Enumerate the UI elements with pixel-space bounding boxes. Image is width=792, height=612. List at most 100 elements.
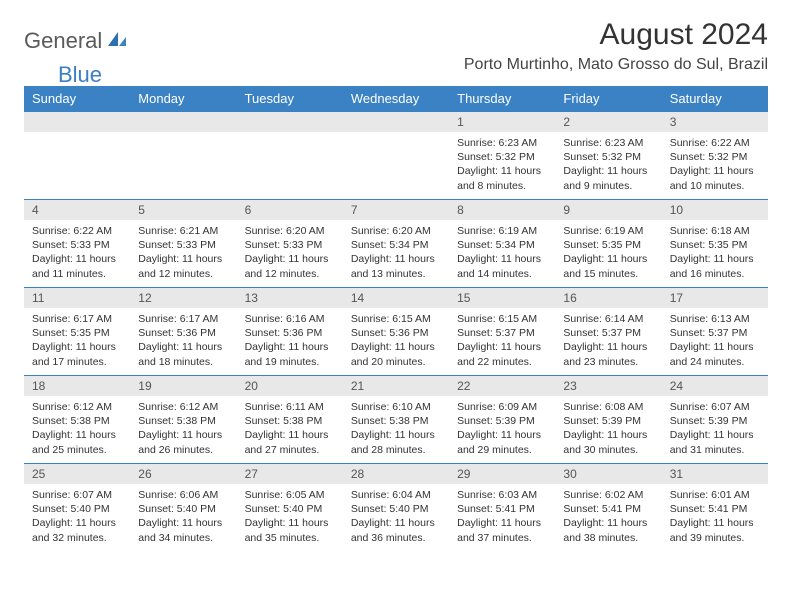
empty-daynum <box>237 112 343 132</box>
day-content: Sunrise: 6:15 AMSunset: 5:37 PMDaylight:… <box>449 308 555 375</box>
day-content: Sunrise: 6:16 AMSunset: 5:36 PMDaylight:… <box>237 308 343 375</box>
weekday-header: Monday <box>130 86 236 112</box>
day-number: 6 <box>237 200 343 220</box>
day-content: Sunrise: 6:21 AMSunset: 5:33 PMDaylight:… <box>130 220 236 287</box>
day-content: Sunrise: 6:12 AMSunset: 5:38 PMDaylight:… <box>24 396 130 463</box>
day-content: Sunrise: 6:11 AMSunset: 5:38 PMDaylight:… <box>237 396 343 463</box>
day-number: 26 <box>130 464 236 484</box>
calendar-week-row: 11Sunrise: 6:17 AMSunset: 5:35 PMDayligh… <box>24 288 768 376</box>
day-number: 13 <box>237 288 343 308</box>
day-content: Sunrise: 6:19 AMSunset: 5:34 PMDaylight:… <box>449 220 555 287</box>
weekday-header-row: SundayMondayTuesdayWednesdayThursdayFrid… <box>24 86 768 112</box>
day-content: Sunrise: 6:18 AMSunset: 5:35 PMDaylight:… <box>662 220 768 287</box>
calendar-cell: 10Sunrise: 6:18 AMSunset: 5:35 PMDayligh… <box>662 200 768 288</box>
day-number: 19 <box>130 376 236 396</box>
logo-text-blue: Blue <box>58 62 102 88</box>
day-number: 18 <box>24 376 130 396</box>
day-content: Sunrise: 6:03 AMSunset: 5:41 PMDaylight:… <box>449 484 555 551</box>
empty-daynum <box>24 112 130 132</box>
calendar-cell: 5Sunrise: 6:21 AMSunset: 5:33 PMDaylight… <box>130 200 236 288</box>
calendar-cell: 31Sunrise: 6:01 AMSunset: 5:41 PMDayligh… <box>662 464 768 552</box>
day-number: 20 <box>237 376 343 396</box>
calendar-cell: 25Sunrise: 6:07 AMSunset: 5:40 PMDayligh… <box>24 464 130 552</box>
logo-text-general: General <box>24 28 102 54</box>
day-number: 17 <box>662 288 768 308</box>
day-number: 24 <box>662 376 768 396</box>
calendar-cell <box>24 112 130 200</box>
calendar-table: SundayMondayTuesdayWednesdayThursdayFrid… <box>24 86 768 552</box>
calendar-cell: 22Sunrise: 6:09 AMSunset: 5:39 PMDayligh… <box>449 376 555 464</box>
calendar-cell: 29Sunrise: 6:03 AMSunset: 5:41 PMDayligh… <box>449 464 555 552</box>
calendar-cell: 6Sunrise: 6:20 AMSunset: 5:33 PMDaylight… <box>237 200 343 288</box>
header: General August 2024 Porto Murtinho, Mato… <box>24 18 768 74</box>
calendar-cell: 18Sunrise: 6:12 AMSunset: 5:38 PMDayligh… <box>24 376 130 464</box>
calendar-cell: 4Sunrise: 6:22 AMSunset: 5:33 PMDaylight… <box>24 200 130 288</box>
calendar-week-row: 1Sunrise: 6:23 AMSunset: 5:32 PMDaylight… <box>24 112 768 200</box>
weekday-header: Sunday <box>24 86 130 112</box>
day-number: 11 <box>24 288 130 308</box>
calendar-body: 1Sunrise: 6:23 AMSunset: 5:32 PMDaylight… <box>24 112 768 552</box>
day-number: 27 <box>237 464 343 484</box>
day-content: Sunrise: 6:12 AMSunset: 5:38 PMDaylight:… <box>130 396 236 463</box>
day-content: Sunrise: 6:22 AMSunset: 5:32 PMDaylight:… <box>662 132 768 199</box>
day-number: 22 <box>449 376 555 396</box>
weekday-header: Saturday <box>662 86 768 112</box>
day-number: 2 <box>555 112 661 132</box>
day-content: Sunrise: 6:23 AMSunset: 5:32 PMDaylight:… <box>449 132 555 199</box>
day-number: 15 <box>449 288 555 308</box>
calendar-cell: 28Sunrise: 6:04 AMSunset: 5:40 PMDayligh… <box>343 464 449 552</box>
day-number: 31 <box>662 464 768 484</box>
day-number: 4 <box>24 200 130 220</box>
day-content: Sunrise: 6:05 AMSunset: 5:40 PMDaylight:… <box>237 484 343 551</box>
calendar-week-row: 18Sunrise: 6:12 AMSunset: 5:38 PMDayligh… <box>24 376 768 464</box>
day-content: Sunrise: 6:19 AMSunset: 5:35 PMDaylight:… <box>555 220 661 287</box>
calendar-cell: 17Sunrise: 6:13 AMSunset: 5:37 PMDayligh… <box>662 288 768 376</box>
calendar-cell: 3Sunrise: 6:22 AMSunset: 5:32 PMDaylight… <box>662 112 768 200</box>
empty-daynum <box>343 112 449 132</box>
day-content: Sunrise: 6:17 AMSunset: 5:35 PMDaylight:… <box>24 308 130 375</box>
empty-daynum <box>130 112 236 132</box>
day-content: Sunrise: 6:07 AMSunset: 5:40 PMDaylight:… <box>24 484 130 551</box>
day-number: 9 <box>555 200 661 220</box>
day-content: Sunrise: 6:20 AMSunset: 5:34 PMDaylight:… <box>343 220 449 287</box>
calendar-cell: 7Sunrise: 6:20 AMSunset: 5:34 PMDaylight… <box>343 200 449 288</box>
calendar-week-row: 4Sunrise: 6:22 AMSunset: 5:33 PMDaylight… <box>24 200 768 288</box>
title-block: August 2024 Porto Murtinho, Mato Grosso … <box>464 18 768 74</box>
calendar-cell: 12Sunrise: 6:17 AMSunset: 5:36 PMDayligh… <box>130 288 236 376</box>
day-number: 5 <box>130 200 236 220</box>
day-content: Sunrise: 6:09 AMSunset: 5:39 PMDaylight:… <box>449 396 555 463</box>
day-content: Sunrise: 6:01 AMSunset: 5:41 PMDaylight:… <box>662 484 768 551</box>
day-content: Sunrise: 6:14 AMSunset: 5:37 PMDaylight:… <box>555 308 661 375</box>
calendar-cell: 23Sunrise: 6:08 AMSunset: 5:39 PMDayligh… <box>555 376 661 464</box>
weekday-header: Tuesday <box>237 86 343 112</box>
calendar-cell: 1Sunrise: 6:23 AMSunset: 5:32 PMDaylight… <box>449 112 555 200</box>
day-content: Sunrise: 6:08 AMSunset: 5:39 PMDaylight:… <box>555 396 661 463</box>
day-content: Sunrise: 6:10 AMSunset: 5:38 PMDaylight:… <box>343 396 449 463</box>
day-content: Sunrise: 6:02 AMSunset: 5:41 PMDaylight:… <box>555 484 661 551</box>
calendar-cell <box>237 112 343 200</box>
weekday-header: Friday <box>555 86 661 112</box>
calendar-cell <box>130 112 236 200</box>
day-number: 16 <box>555 288 661 308</box>
calendar-cell: 2Sunrise: 6:23 AMSunset: 5:32 PMDaylight… <box>555 112 661 200</box>
calendar-cell: 16Sunrise: 6:14 AMSunset: 5:37 PMDayligh… <box>555 288 661 376</box>
calendar-cell: 13Sunrise: 6:16 AMSunset: 5:36 PMDayligh… <box>237 288 343 376</box>
calendar-cell: 27Sunrise: 6:05 AMSunset: 5:40 PMDayligh… <box>237 464 343 552</box>
weekday-header: Thursday <box>449 86 555 112</box>
calendar-cell: 9Sunrise: 6:19 AMSunset: 5:35 PMDaylight… <box>555 200 661 288</box>
calendar-cell: 24Sunrise: 6:07 AMSunset: 5:39 PMDayligh… <box>662 376 768 464</box>
calendar-week-row: 25Sunrise: 6:07 AMSunset: 5:40 PMDayligh… <box>24 464 768 552</box>
day-number: 14 <box>343 288 449 308</box>
day-content: Sunrise: 6:15 AMSunset: 5:36 PMDaylight:… <box>343 308 449 375</box>
day-number: 7 <box>343 200 449 220</box>
calendar-cell: 20Sunrise: 6:11 AMSunset: 5:38 PMDayligh… <box>237 376 343 464</box>
day-content: Sunrise: 6:04 AMSunset: 5:40 PMDaylight:… <box>343 484 449 551</box>
calendar-cell: 30Sunrise: 6:02 AMSunset: 5:41 PMDayligh… <box>555 464 661 552</box>
calendar-cell: 21Sunrise: 6:10 AMSunset: 5:38 PMDayligh… <box>343 376 449 464</box>
day-content: Sunrise: 6:13 AMSunset: 5:37 PMDaylight:… <box>662 308 768 375</box>
day-number: 28 <box>343 464 449 484</box>
day-number: 30 <box>555 464 661 484</box>
day-content: Sunrise: 6:17 AMSunset: 5:36 PMDaylight:… <box>130 308 236 375</box>
calendar-cell: 8Sunrise: 6:19 AMSunset: 5:34 PMDaylight… <box>449 200 555 288</box>
weekday-header: Wednesday <box>343 86 449 112</box>
